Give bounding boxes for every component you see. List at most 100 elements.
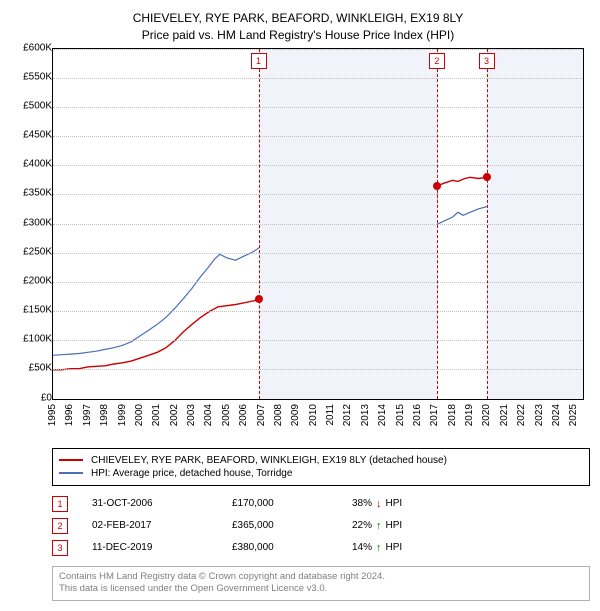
y-tick-label: £300K xyxy=(23,217,52,228)
marker-number-box: 3 xyxy=(479,53,495,69)
x-axis: 1995199619971998199920002001200220032004… xyxy=(52,404,582,440)
transaction-price: £380,000 xyxy=(232,542,352,553)
gridline xyxy=(53,340,583,341)
x-tick-label: 2011 xyxy=(325,404,336,426)
gridline xyxy=(53,282,583,283)
legend: CHIEVELEY, RYE PARK, BEAFORD, WINKLEIGH,… xyxy=(52,448,590,486)
house-price-chart: CHIEVELEY, RYE PARK, BEAFORD, WINKLEIGH,… xyxy=(10,10,586,601)
title-line-2: Price paid vs. HM Land Registry's House … xyxy=(10,27,586,44)
x-tick-label: 2017 xyxy=(429,404,440,426)
transaction-price: £170,000 xyxy=(232,498,352,509)
legend-label: CHIEVELEY, RYE PARK, BEAFORD, WINKLEIGH,… xyxy=(91,455,447,466)
x-tick-label: 2012 xyxy=(342,404,353,426)
x-tick-label: 2007 xyxy=(256,404,267,426)
x-tick-label: 2000 xyxy=(134,404,145,426)
transaction-date: 31-OCT-2006 xyxy=(92,498,232,509)
transaction-table: 1 31-OCT-2006£170,00038% ↓ HPI 2 02-FEB-2017£… xyxy=(52,496,582,556)
x-tick-label: 2009 xyxy=(290,404,301,426)
x-tick-label: 2018 xyxy=(447,404,458,426)
legend-label: HPI: Average price, detached house, Torr… xyxy=(91,468,292,479)
diff-percent: 22% xyxy=(352,520,372,531)
legend-item-price-paid: CHIEVELEY, RYE PARK, BEAFORD, WINKLEIGH,… xyxy=(59,455,583,466)
y-tick-label: £400K xyxy=(23,159,52,170)
gridline xyxy=(53,194,583,195)
gridline xyxy=(53,107,583,108)
marker-dot xyxy=(433,182,441,190)
x-tick-label: 2005 xyxy=(221,404,232,426)
x-tick-label: 2021 xyxy=(499,404,510,426)
marker-number-box: 2 xyxy=(429,53,445,69)
x-tick-label: 2013 xyxy=(360,404,371,426)
x-tick-label: 2024 xyxy=(551,404,562,426)
legend-swatch xyxy=(59,459,83,461)
title-line-1: CHIEVELEY, RYE PARK, BEAFORD, WINKLEIGH,… xyxy=(10,10,586,27)
gridline xyxy=(53,165,583,166)
copyright-notice: Contains HM Land Registry data © Crown c… xyxy=(52,566,590,602)
marker-dot xyxy=(255,295,263,303)
transaction-row: 2 02-FEB-2017£365,00022% ↑ HPI xyxy=(52,518,582,534)
transaction-diff: 22% ↑ HPI xyxy=(352,520,402,532)
diff-suffix: HPI xyxy=(386,520,403,531)
y-tick-label: £350K xyxy=(23,188,52,199)
arrow-down-icon: ↓ xyxy=(376,498,382,510)
transaction-price: £365,000 xyxy=(232,520,352,531)
gridline xyxy=(53,136,583,137)
x-tick-label: 2006 xyxy=(238,404,249,426)
y-tick-label: £550K xyxy=(23,71,52,82)
y-tick-label: £450K xyxy=(23,130,52,141)
x-tick-label: 2014 xyxy=(377,404,388,426)
x-tick-label: 2020 xyxy=(481,404,492,426)
x-tick-label: 2025 xyxy=(568,404,579,426)
diff-percent: 38% xyxy=(352,498,372,509)
x-tick-label: 1999 xyxy=(117,404,128,426)
x-tick-label: 2019 xyxy=(464,404,475,426)
legend-swatch xyxy=(59,472,83,474)
gridline xyxy=(53,253,583,254)
transaction-number: 1 xyxy=(52,496,68,512)
gridline xyxy=(53,224,583,225)
transaction-diff: 38% ↓ HPI xyxy=(352,498,402,510)
gridline xyxy=(53,78,583,79)
marker-line xyxy=(259,49,260,399)
marker-number-box: 1 xyxy=(251,53,267,69)
gridline xyxy=(53,369,583,370)
diff-suffix: HPI xyxy=(386,542,403,553)
diff-percent: 14% xyxy=(352,542,372,553)
transaction-number: 3 xyxy=(52,540,68,556)
y-tick-label: £250K xyxy=(23,246,52,257)
x-tick-label: 2002 xyxy=(169,404,180,426)
x-tick-label: 2016 xyxy=(412,404,423,426)
x-tick-label: 2022 xyxy=(516,404,527,426)
gridline xyxy=(53,49,583,50)
x-tick-label: 2023 xyxy=(534,404,545,426)
arrow-up-icon: ↑ xyxy=(376,542,382,554)
y-tick-label: £600K xyxy=(23,42,52,53)
transaction-date: 02-FEB-2017 xyxy=(92,520,232,531)
plot-area: 1 2 3 xyxy=(52,48,584,400)
x-tick-label: 2010 xyxy=(308,404,319,426)
transaction-number: 2 xyxy=(52,518,68,534)
x-tick-label: 2003 xyxy=(186,404,197,426)
marker-line xyxy=(437,49,438,399)
transaction-diff: 14% ↑ HPI xyxy=(352,542,402,554)
y-tick-label: £150K xyxy=(23,305,52,316)
diff-suffix: HPI xyxy=(386,498,403,509)
x-tick-label: 2015 xyxy=(395,404,406,426)
y-tick-label: £0 xyxy=(41,392,52,403)
arrow-up-icon: ↑ xyxy=(376,520,382,532)
marker-line xyxy=(487,49,488,399)
transaction-row: 1 31-OCT-2006£170,00038% ↓ HPI xyxy=(52,496,582,512)
y-tick-label: £200K xyxy=(23,275,52,286)
x-tick-label: 2004 xyxy=(203,404,214,426)
transaction-date: 11-DEC-2019 xyxy=(92,542,232,553)
gridline xyxy=(53,311,583,312)
x-tick-label: 1996 xyxy=(64,404,75,426)
y-tick-label: £50K xyxy=(29,363,52,374)
y-tick-label: £500K xyxy=(23,100,52,111)
x-tick-label: 1998 xyxy=(99,404,110,426)
transaction-row: 3 11-DEC-2019£380,00014% ↑ HPI xyxy=(52,540,582,556)
x-tick-label: 1995 xyxy=(47,404,58,426)
marker-dot xyxy=(483,173,491,181)
chart-title: CHIEVELEY, RYE PARK, BEAFORD, WINKLEIGH,… xyxy=(10,10,586,44)
y-tick-label: £100K xyxy=(23,334,52,345)
